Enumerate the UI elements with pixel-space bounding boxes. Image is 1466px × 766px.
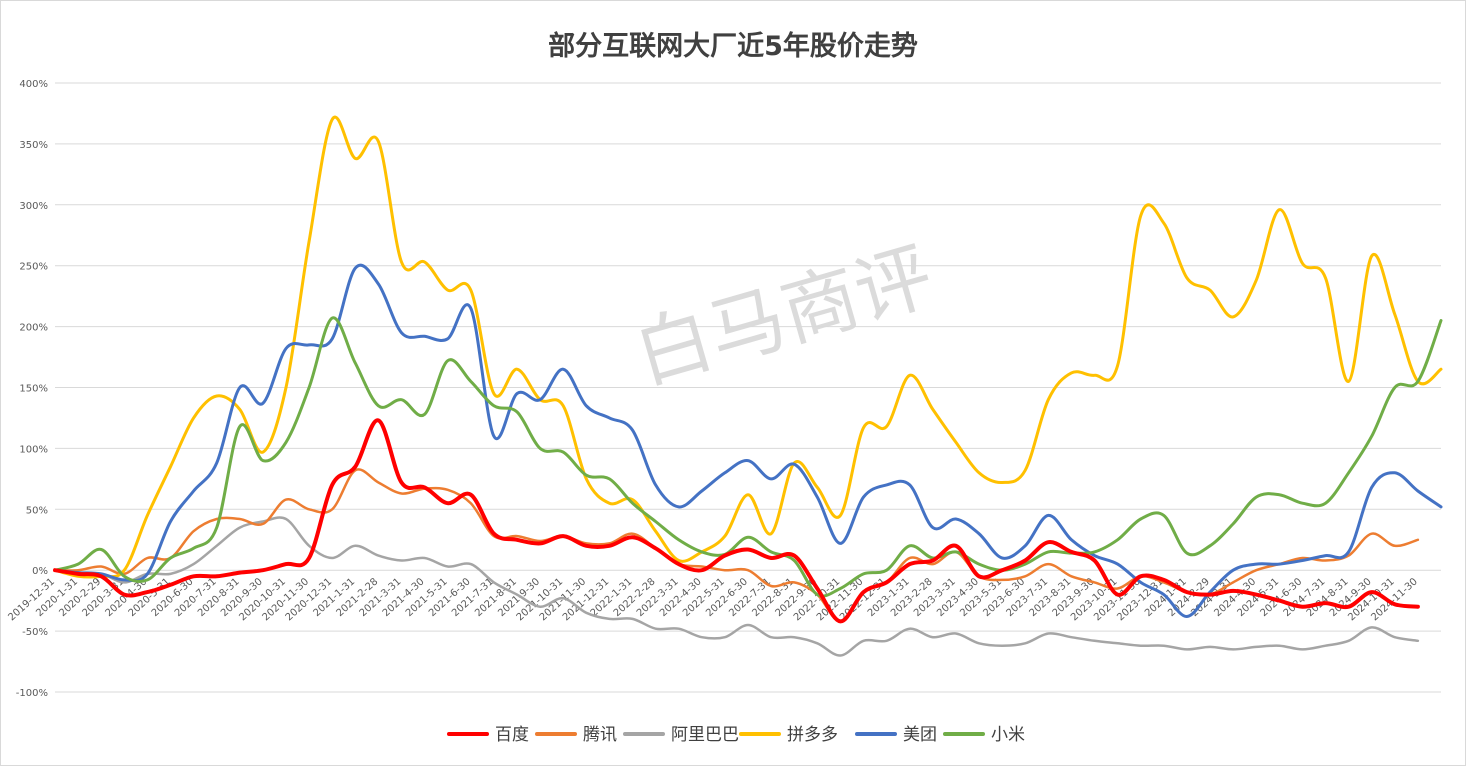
watermark: 白马商评 — [625, 231, 942, 400]
y-tick-label: 400% — [19, 79, 48, 90]
series-line-2 — [53, 516, 1420, 657]
series-line-5 — [53, 316, 1443, 598]
y-tick-label: 350% — [19, 140, 48, 151]
y-tick-label: 150% — [19, 384, 48, 395]
legend-label-5: 小米 — [991, 725, 1025, 745]
series-line-3 — [53, 115, 1443, 579]
legend-label-0: 百度 — [495, 725, 529, 745]
legend-label-2: 阿里巴巴 — [671, 725, 739, 745]
y-tick-label: 200% — [19, 323, 48, 334]
series-line-4 — [53, 263, 1443, 618]
y-tick-label: 250% — [19, 262, 48, 273]
y-axis: -100% -50% 0% 50% 100% 150% 200% 250% 300% 350% 40… — [16, 79, 48, 699]
y-tick-label: 50% — [26, 505, 48, 516]
chart-title: 部分互联网大厂近5年股价走势 — [548, 30, 918, 62]
y-tick-label: 300% — [19, 201, 48, 212]
legend-label-4: 美团 — [903, 725, 937, 745]
y-tick-label: -50% — [22, 627, 48, 638]
legend-label-1: 腾讯 — [583, 725, 617, 745]
series-lines — [53, 115, 1443, 657]
legend: 百度 腾讯 阿里巴巴 拼多多 美团 小米 — [447, 725, 1025, 745]
series-line-0 — [53, 418, 1420, 624]
y-tick-label: -100% — [16, 688, 48, 699]
y-tick-label: 0% — [32, 566, 48, 577]
x-axis: 2019-12-312020-1-312020-2-292020-3-31202… — [6, 576, 1419, 623]
legend-label-3: 拼多多 — [787, 725, 838, 745]
y-tick-label: 100% — [19, 444, 48, 455]
